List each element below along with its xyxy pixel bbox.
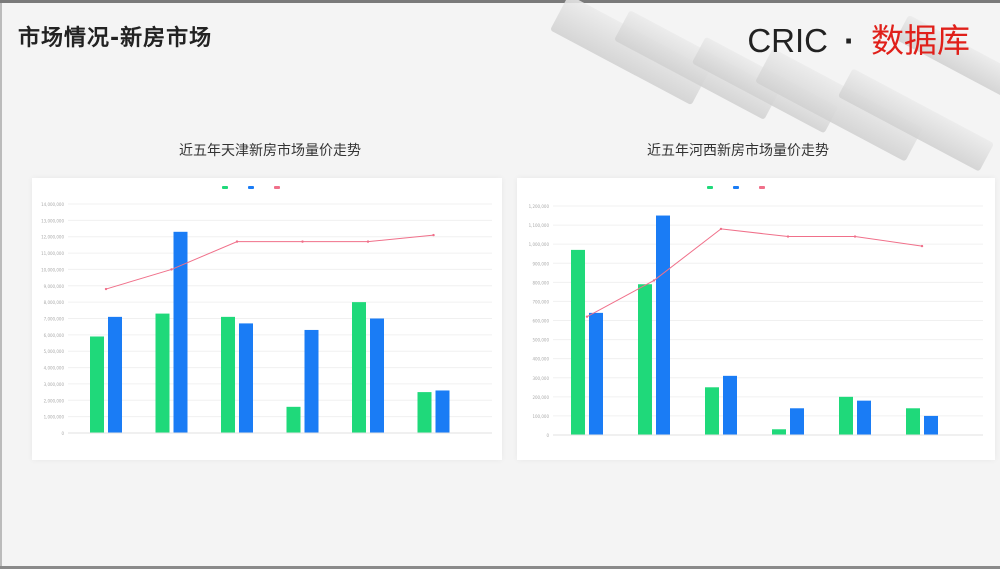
y-tick-label: 4,000,000 xyxy=(44,366,65,371)
legend-swatch xyxy=(222,186,228,189)
y-tick-label: 0 xyxy=(61,431,64,436)
bar xyxy=(857,400,871,435)
y-tick-label: 900,000 xyxy=(532,261,549,266)
brand-logo: CRIC · 数据库 xyxy=(747,14,970,62)
bar xyxy=(352,302,366,433)
line-point xyxy=(170,268,173,271)
y-tick-label: 1,000,000 xyxy=(529,242,550,247)
legend-swatch xyxy=(733,186,739,189)
y-tick-label: 13,000,000 xyxy=(41,218,64,223)
bar xyxy=(286,406,301,433)
line-point xyxy=(366,240,370,243)
line-point xyxy=(652,279,656,282)
brand-database: 数据库 xyxy=(871,22,970,59)
y-tick-label: 12,000,000 xyxy=(41,235,64,240)
y-tick-label: 1,200,000 xyxy=(529,204,550,209)
bar xyxy=(924,415,938,435)
line-point xyxy=(585,315,589,318)
bar xyxy=(435,390,450,433)
y-tick-label: 10,000,000 xyxy=(41,267,64,272)
line-point xyxy=(432,233,435,237)
y-tick-label: 300,000 xyxy=(532,376,549,381)
bar xyxy=(173,231,188,433)
y-tick-label: 9,000,000 xyxy=(44,284,65,289)
left-edge-line xyxy=(0,0,2,569)
chart-title-tianjin: 近五年天津新房市场量价走势 xyxy=(179,143,361,159)
chart-panel-tianjin: 0 1,000,000 2,000,000 3,000,000 4,000,000 5,0… xyxy=(32,178,502,460)
y-tick-label: 700,000 xyxy=(532,299,549,304)
bar xyxy=(90,336,104,433)
line-point xyxy=(786,235,790,238)
bar xyxy=(638,284,652,435)
page-title: 市场情况-新房市场 xyxy=(18,26,213,51)
line-point xyxy=(104,287,108,291)
bar xyxy=(906,408,920,435)
line-point xyxy=(235,240,239,243)
bar xyxy=(370,318,384,433)
y-tick-label: 7,000,000 xyxy=(44,317,65,322)
line-point xyxy=(920,244,924,248)
y-tick-label: 2,000,000 xyxy=(44,398,65,403)
top-bar xyxy=(0,0,1000,3)
y-tick-label: 14,000,000 xyxy=(41,202,64,207)
y-tick-label: 1,000,000 xyxy=(44,415,65,420)
y-tick-label: 500,000 xyxy=(532,338,549,343)
line-point xyxy=(301,240,304,243)
bar xyxy=(571,249,585,435)
y-tick-label: 1,100,000 xyxy=(529,223,550,228)
chart-title-hexi: 近五年河西新房市场量价走势 xyxy=(647,143,829,159)
y-tick-label: 600,000 xyxy=(532,319,549,324)
line-point xyxy=(719,227,723,231)
bar xyxy=(589,312,603,435)
legend-swatch xyxy=(274,186,280,189)
bottom-line xyxy=(0,566,1000,569)
line-point xyxy=(853,235,857,238)
y-tick-label: 6,000,000 xyxy=(44,333,65,338)
y-tick-label: 8,000,000 xyxy=(44,300,65,305)
bar xyxy=(155,313,170,433)
bar xyxy=(705,387,719,435)
bar xyxy=(417,392,432,433)
legend-swatch xyxy=(759,186,765,189)
bar xyxy=(656,215,670,435)
legend-swatch xyxy=(707,186,713,189)
bar xyxy=(839,396,853,435)
y-tick-label: 5,000,000 xyxy=(44,349,65,354)
series-line xyxy=(105,234,434,290)
y-tick-label: 0 xyxy=(546,433,549,438)
chart-hexi: 0 100,000 200,000 300,000 400,000 500,000 600,… xyxy=(529,186,983,438)
bar xyxy=(772,429,786,435)
chart-panel-hexi: 0 100,000 200,000 300,000 400,000 500,000 600,… xyxy=(517,178,995,460)
bar xyxy=(108,316,122,433)
y-tick-label: 3,000,000 xyxy=(44,382,65,387)
series-line xyxy=(586,228,923,318)
bar xyxy=(239,323,253,433)
y-tick-label: 400,000 xyxy=(532,357,549,362)
y-tick-label: 200,000 xyxy=(532,395,549,400)
brand-dot: · xyxy=(844,22,855,59)
legend-swatch xyxy=(248,186,254,189)
y-tick-label: 800,000 xyxy=(532,280,549,285)
brand-cric: CRIC xyxy=(747,22,828,59)
y-tick-label: 100,000 xyxy=(532,414,549,419)
bar xyxy=(723,375,737,435)
y-tick-label: 11,000,000 xyxy=(41,251,64,256)
bar xyxy=(790,408,804,435)
bar xyxy=(221,316,235,433)
bar xyxy=(304,329,319,433)
chart-tianjin: 0 1,000,000 2,000,000 3,000,000 4,000,000 5,0… xyxy=(41,186,492,436)
